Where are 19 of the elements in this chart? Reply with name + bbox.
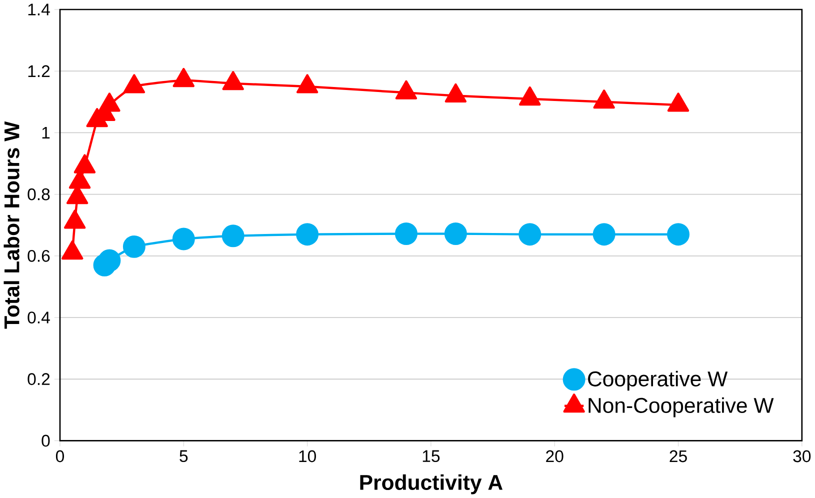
- y-tick-label: 1.2: [28, 65, 50, 77]
- y-tick-label: 0: [42, 434, 50, 447]
- x-tick-label: 15: [422, 450, 440, 462]
- x-tick-label: 5: [180, 450, 188, 462]
- y-tick-label: 1: [42, 126, 50, 139]
- y-axis-title: Total Labor Hours W: [4, 121, 20, 329]
- legend-label: Cooperative W: [588, 370, 728, 391]
- x-tick-label: 25: [670, 450, 687, 462]
- x-tick-label: 20: [546, 450, 564, 462]
- x-tick-label: 0: [56, 450, 64, 462]
- y-tick-label: 0.8: [28, 188, 50, 200]
- y-tick-label: 0.2: [28, 373, 50, 386]
- x-axis-title: Productivity A: [360, 474, 502, 494]
- y-tick-label: 0.4: [28, 312, 50, 324]
- x-tick-label: 10: [299, 450, 316, 462]
- y-tick-label: 0.6: [28, 250, 50, 262]
- legend-label: Non-Cooperative W: [588, 397, 774, 418]
- y-tick-label: 1.4: [28, 4, 50, 16]
- x-tick-label: 30: [793, 450, 811, 462]
